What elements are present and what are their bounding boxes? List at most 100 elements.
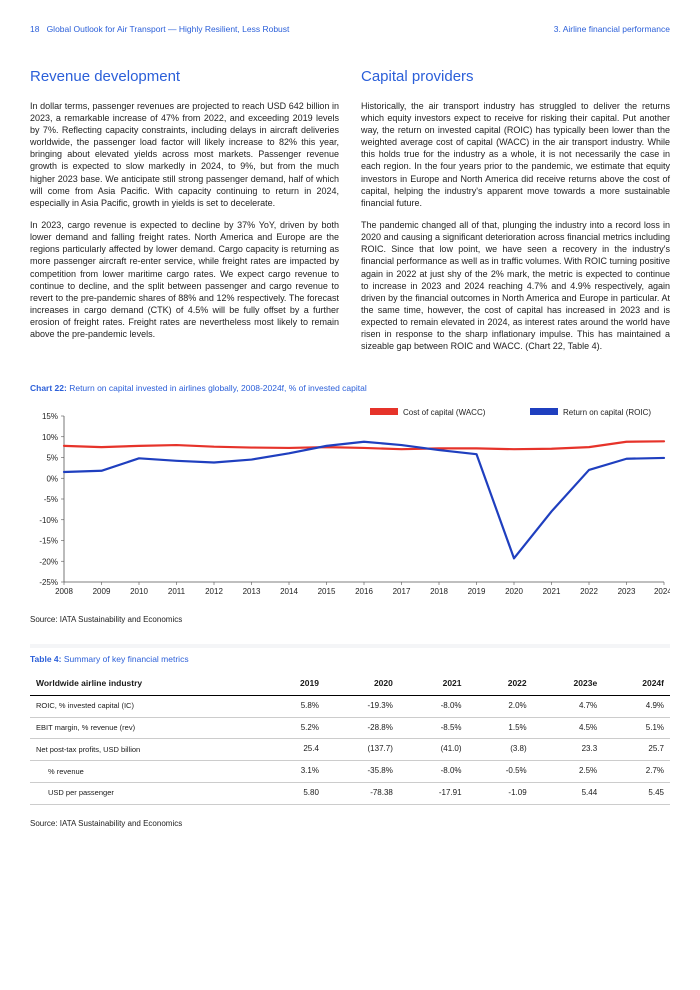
table-cell: 5.2% bbox=[264, 717, 325, 739]
svg-text:2010: 2010 bbox=[130, 587, 148, 596]
row-label: USD per passenger bbox=[30, 783, 264, 805]
svg-text:-5%: -5% bbox=[44, 495, 58, 504]
table-title: Table 4: Summary of key financial metric… bbox=[30, 654, 670, 665]
svg-text:2014: 2014 bbox=[280, 587, 298, 596]
left-column: Revenue development In dollar terms, pas… bbox=[30, 67, 339, 362]
table-header-row: Worldwide airline industry20192020202120… bbox=[30, 673, 670, 695]
table-cell: 4.5% bbox=[533, 717, 604, 739]
right-p2: The pandemic changed all of that, plungi… bbox=[361, 219, 670, 353]
table-cell: 2.7% bbox=[603, 761, 670, 783]
row-label: Net post-tax profits, USD billion bbox=[30, 739, 264, 761]
svg-text:Return on capital (ROIC): Return on capital (ROIC) bbox=[563, 408, 651, 417]
chart-svg: -25% -20% -15% -10% -5% 0% 5% 10% 15% 2008 2009 201… bbox=[30, 402, 670, 602]
svg-text:Cost of capital (WACC): Cost of capital (WACC) bbox=[403, 408, 486, 417]
svg-text:2023: 2023 bbox=[618, 587, 636, 596]
svg-text:2017: 2017 bbox=[393, 587, 411, 596]
svg-text:2021: 2021 bbox=[543, 587, 561, 596]
table-cell: 4.7% bbox=[533, 695, 604, 717]
table-cell: 25.7 bbox=[603, 739, 670, 761]
chart-title: Chart 22: Return on capital invested in … bbox=[30, 383, 670, 394]
svg-text:10%: 10% bbox=[42, 433, 58, 442]
svg-text:2012: 2012 bbox=[205, 587, 223, 596]
row-label: % revenue bbox=[30, 761, 264, 783]
table-col-header: 2023e bbox=[533, 673, 604, 695]
svg-text:-10%: -10% bbox=[39, 516, 58, 525]
table-cell: -28.8% bbox=[325, 717, 399, 739]
table-cell: -1.09 bbox=[468, 783, 533, 805]
svg-text:2024f: 2024f bbox=[654, 587, 670, 596]
table-cell: -78.38 bbox=[325, 783, 399, 805]
table-col-header: 2022 bbox=[468, 673, 533, 695]
chart-source: Source: IATA Sustainability and Economic… bbox=[30, 615, 670, 626]
doc-title: Global Outlook for Air Transport — Highl… bbox=[47, 24, 290, 34]
table-cell: (3.8) bbox=[468, 739, 533, 761]
svg-text:5%: 5% bbox=[46, 454, 58, 463]
svg-text:2011: 2011 bbox=[168, 587, 186, 596]
table-cell: 25.4 bbox=[264, 739, 325, 761]
table-body: ROIC, % invested capital (IC)5.8%-19.3%-… bbox=[30, 695, 670, 804]
table-cell: -8.0% bbox=[399, 695, 468, 717]
svg-text:2015: 2015 bbox=[318, 587, 336, 596]
svg-text:-20%: -20% bbox=[39, 557, 58, 566]
table-row: EBIT margin, % revenue (rev)5.2%-28.8%-8… bbox=[30, 717, 670, 739]
svg-text:2022: 2022 bbox=[580, 587, 598, 596]
table-cell: 3.1% bbox=[264, 761, 325, 783]
svg-text:2009: 2009 bbox=[93, 587, 111, 596]
table-cell: (137.7) bbox=[325, 739, 399, 761]
page-number: 18 bbox=[30, 24, 39, 34]
table-cell: 2.5% bbox=[533, 761, 604, 783]
table-cell: 5.1% bbox=[603, 717, 670, 739]
left-p2: In 2023, cargo revenue is expected to de… bbox=[30, 219, 339, 340]
table-row: Net post-tax profits, USD billion25.4(13… bbox=[30, 739, 670, 761]
table-cell: -8.0% bbox=[399, 761, 468, 783]
financial-metrics-table: Worldwide airline industry20192020202120… bbox=[30, 673, 670, 804]
chart-title-rest: Return on capital invested in airlines g… bbox=[67, 383, 367, 393]
table-cell: -0.5% bbox=[468, 761, 533, 783]
row-label: EBIT margin, % revenue (rev) bbox=[30, 717, 264, 739]
table-cell: -19.3% bbox=[325, 695, 399, 717]
table-col-header: 2019 bbox=[264, 673, 325, 695]
table-row: ROIC, % invested capital (IC)5.8%-19.3%-… bbox=[30, 695, 670, 717]
table-cell: -35.8% bbox=[325, 761, 399, 783]
table-title-rest: Summary of key financial metrics bbox=[62, 654, 189, 664]
left-p1: In dollar terms, passenger revenues are … bbox=[30, 100, 339, 209]
chart-title-bold: Chart 22: bbox=[30, 383, 67, 393]
table-cell: 5.45 bbox=[603, 783, 670, 805]
right-heading: Capital providers bbox=[361, 67, 670, 87]
svg-text:2008: 2008 bbox=[55, 587, 73, 596]
table-cell: -17.91 bbox=[399, 783, 468, 805]
svg-text:2016: 2016 bbox=[355, 587, 373, 596]
table-header-label: Worldwide airline industry bbox=[30, 673, 264, 695]
table-cell: 1.5% bbox=[468, 717, 533, 739]
svg-text:2020: 2020 bbox=[505, 587, 523, 596]
svg-text:15%: 15% bbox=[42, 412, 58, 421]
body-columns: Revenue development In dollar terms, pas… bbox=[30, 67, 670, 362]
table-cell: -8.5% bbox=[399, 717, 468, 739]
table-cell: 23.3 bbox=[533, 739, 604, 761]
table-cell: 5.44 bbox=[533, 783, 604, 805]
svg-text:-25%: -25% bbox=[39, 578, 58, 587]
table-col-header: 2020 bbox=[325, 673, 399, 695]
table-row: USD per passenger5.80-78.38-17.91-1.095.… bbox=[30, 783, 670, 805]
table-source: Source: IATA Sustainability and Economic… bbox=[30, 819, 670, 830]
right-column: Capital providers Historically, the air … bbox=[361, 67, 670, 362]
row-label: ROIC, % invested capital (IC) bbox=[30, 695, 264, 717]
svg-text:-15%: -15% bbox=[39, 537, 58, 546]
table-row: % revenue3.1%-35.8%-8.0%-0.5%2.5%2.7% bbox=[30, 761, 670, 783]
right-p1: Historically, the air transport industry… bbox=[361, 100, 670, 209]
table-title-bold: Table 4: bbox=[30, 654, 62, 664]
table-strip bbox=[30, 644, 670, 648]
table-cell: (41.0) bbox=[399, 739, 468, 761]
table-cell: 2.0% bbox=[468, 695, 533, 717]
left-heading: Revenue development bbox=[30, 67, 339, 87]
chart-22: -25% -20% -15% -10% -5% 0% 5% 10% 15% 2008 2009 201… bbox=[30, 402, 670, 605]
svg-text:2018: 2018 bbox=[430, 587, 448, 596]
header-right: 3. Airline financial performance bbox=[554, 24, 670, 35]
table-cell: 5.8% bbox=[264, 695, 325, 717]
svg-text:2013: 2013 bbox=[243, 587, 261, 596]
table-cell: 5.80 bbox=[264, 783, 325, 805]
table-col-header: 2024f bbox=[603, 673, 670, 695]
header-left: 18 Global Outlook for Air Transport — Hi… bbox=[30, 24, 289, 35]
svg-text:0%: 0% bbox=[46, 474, 58, 483]
table-col-header: 2021 bbox=[399, 673, 468, 695]
